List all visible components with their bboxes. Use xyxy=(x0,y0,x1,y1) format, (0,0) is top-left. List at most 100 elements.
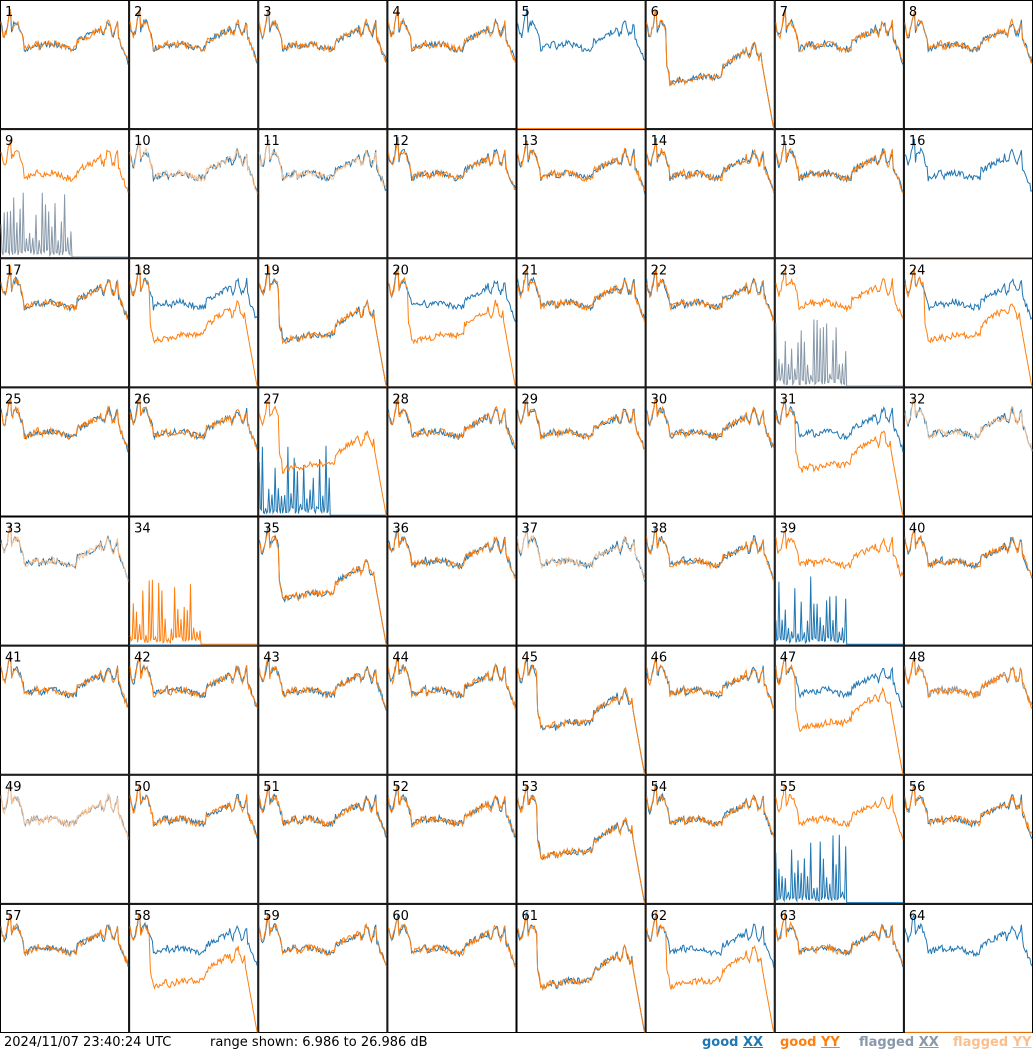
panel-54: 54 xyxy=(645,774,775,904)
panel-number: 3 xyxy=(263,5,271,20)
panel-number: 24 xyxy=(909,263,926,278)
panel-number: 17 xyxy=(5,263,22,278)
panel-52: 52 xyxy=(387,774,517,904)
series-line-yy xyxy=(0,265,129,321)
series-line-yy xyxy=(904,396,1033,452)
panel-11: 11 xyxy=(258,129,388,259)
panel-number: 52 xyxy=(392,780,409,795)
series-line-yy xyxy=(646,266,775,322)
panel-border xyxy=(903,258,1033,388)
panel-45: 45 xyxy=(516,645,646,775)
series-line-yy xyxy=(517,654,646,775)
footer-bar: 2024/11/07 23:40:24 UTC range shown: 6.9… xyxy=(0,1033,1033,1053)
panel-number: 31 xyxy=(780,392,797,407)
legend-good-xx: good XX xyxy=(702,1035,763,1050)
panel-number: 19 xyxy=(263,263,280,278)
series-line-xx xyxy=(646,269,775,321)
panel-63: 63 xyxy=(774,903,904,1033)
series-line-yy xyxy=(387,784,516,837)
panel-3: 3 xyxy=(258,0,388,130)
panel-border xyxy=(258,774,388,904)
panel-number: 33 xyxy=(5,522,22,537)
series-line-yy xyxy=(775,655,904,775)
series-line-yy xyxy=(775,528,904,578)
panel-number: 23 xyxy=(780,263,797,278)
series-line-xx xyxy=(129,912,258,967)
panel-34: 34 xyxy=(129,516,259,646)
panel-border xyxy=(0,0,130,130)
panel-number: 8 xyxy=(909,5,917,20)
panel-15: 15 xyxy=(774,129,904,259)
panel-number: 58 xyxy=(134,909,151,924)
panel-6: 6 xyxy=(645,0,775,130)
panel-12: 12 xyxy=(387,129,517,259)
panel-number: 64 xyxy=(909,909,926,924)
panel-number: 53 xyxy=(522,780,539,795)
panel-31: 31 xyxy=(774,387,904,517)
panel-border xyxy=(0,645,130,775)
panel-38: 38 xyxy=(645,516,775,646)
series-line-yy xyxy=(646,397,775,450)
legend-good-xx-word: good xyxy=(702,1035,739,1050)
panel-56: 56 xyxy=(903,774,1033,904)
legend-flagged-yy: flagged YY xyxy=(953,1035,1032,1050)
series-line-yy xyxy=(775,785,904,840)
panel-number: 40 xyxy=(909,522,926,537)
series-line-xx xyxy=(517,7,645,61)
panel-number: 12 xyxy=(392,134,409,149)
panel-16: 16 xyxy=(903,129,1033,259)
panel-62: 62 xyxy=(645,903,775,1033)
panel-number: 20 xyxy=(392,263,409,278)
series-line-yy xyxy=(0,396,129,450)
series-line-yy xyxy=(387,529,516,579)
series-line-xx xyxy=(129,267,258,319)
series-line-yy xyxy=(646,140,775,192)
panel-number: 60 xyxy=(392,909,409,924)
panel-number: 44 xyxy=(392,651,409,666)
panel-number: 59 xyxy=(263,909,280,924)
series-line-yy xyxy=(646,785,775,839)
series-line-yy xyxy=(775,267,904,319)
series-line-yy xyxy=(129,140,258,194)
panel-49: 49 xyxy=(0,774,130,904)
legend-good-xx-pol: XX xyxy=(743,1035,764,1050)
panel-8: 8 xyxy=(903,0,1033,130)
panel-number: 43 xyxy=(263,651,280,666)
series-line-yy xyxy=(0,140,129,193)
series-line-yy xyxy=(387,654,516,711)
panel-10: 10 xyxy=(129,129,259,259)
series-line-yy xyxy=(258,141,387,189)
panel-7: 7 xyxy=(774,0,904,130)
series-line-yy xyxy=(258,396,387,517)
panel-4: 4 xyxy=(387,0,517,130)
series-line-yy xyxy=(0,784,129,839)
legend-flagged-yy-pol: YY xyxy=(1012,1035,1032,1050)
panel-number: 15 xyxy=(780,134,797,149)
series-line-xx xyxy=(775,576,903,645)
panel-number: 39 xyxy=(780,522,797,537)
series-line-xx xyxy=(258,445,387,516)
series-line-yy xyxy=(387,9,516,65)
panel-25: 25 xyxy=(0,387,130,517)
panel-number: 22 xyxy=(651,263,668,278)
panel-30: 30 xyxy=(645,387,775,517)
panel-border xyxy=(903,645,1033,775)
panel-44: 44 xyxy=(387,645,517,775)
panel-number: 1 xyxy=(5,5,13,20)
panel-number: 61 xyxy=(522,909,539,924)
series-line-yy xyxy=(387,917,516,968)
panel-border xyxy=(258,0,388,130)
panel-number: 41 xyxy=(5,651,22,666)
panel-border xyxy=(516,903,646,1033)
range-label: range shown: 6.986 to 26.986 dB xyxy=(210,1035,428,1050)
panel-border xyxy=(129,0,259,130)
series-line-yy xyxy=(129,7,258,62)
series-line-yy xyxy=(0,525,129,582)
panel-border xyxy=(387,258,517,388)
panel-number: 34 xyxy=(134,522,151,537)
panel-number: 51 xyxy=(263,780,280,795)
panel-number: 13 xyxy=(522,134,539,149)
panel-border xyxy=(129,903,259,1033)
panel-border xyxy=(129,516,259,646)
